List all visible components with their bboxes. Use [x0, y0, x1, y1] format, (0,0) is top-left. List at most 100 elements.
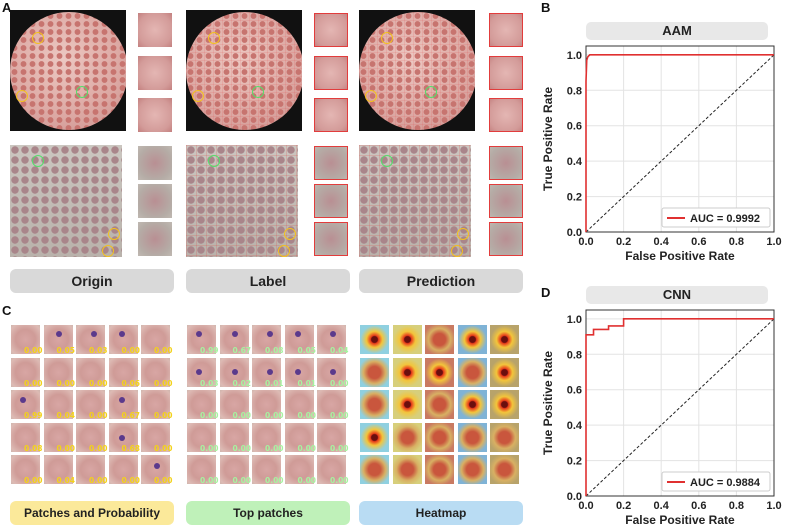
probability-label: 0.06 [121, 378, 141, 388]
patch-cell [10, 389, 41, 420]
patch-cell [218, 324, 250, 355]
origin-zoom-thumb [137, 145, 173, 181]
probability-label: 0.00 [89, 378, 108, 388]
prediction-thin-smear-image [359, 10, 475, 131]
probability-label: 0.00 [154, 476, 173, 485]
prediction-blood-image [359, 145, 471, 257]
probability-label: 0.08 [24, 443, 43, 453]
green-marker [32, 155, 44, 167]
patch-cell [218, 356, 250, 388]
origin-zoom-thumb [137, 221, 173, 257]
probability-label: 0.99 [24, 411, 43, 420]
top-patch-label: 0.02 [232, 378, 252, 388]
heatmap-cell [391, 356, 423, 388]
roc-curve [585, 318, 774, 496]
x-axis-label: False Positive Rate [625, 513, 735, 527]
patch-cell [10, 454, 41, 485]
roc-chart-cnn: 0.00.0 0.2 0.2 0.4 0.4 0.6 0.6 0.8 0.8 1.0 1.0 AUC … [541, 309, 782, 527]
yellow-marker [192, 90, 204, 102]
patch-cell [10, 421, 41, 453]
patch-cell [107, 454, 139, 485]
y-tick-label: 0.0 [567, 227, 582, 239]
patch-cell [251, 454, 282, 485]
patch-cell [140, 389, 171, 420]
origin-thin-smear-image [10, 10, 126, 131]
top-patch-label: 0.00 [232, 476, 252, 485]
probability-label: 0.68 [121, 443, 141, 453]
probability-label: 0.00 [24, 476, 43, 485]
patch-cell [107, 389, 139, 420]
y-tick-label: 1.0 [567, 50, 582, 62]
caption-patches-probability: Patches and Probability [10, 501, 174, 525]
green-marker [252, 86, 264, 98]
patch-cell [186, 421, 217, 453]
yellow-marker [108, 228, 120, 240]
prediction-zoom-thumb [488, 55, 524, 91]
top-patch-label: 0.00 [265, 443, 284, 453]
legend-label: AUC = 0.9992 [690, 213, 760, 225]
top-patch-label: 0.00 [297, 443, 317, 453]
x-tick-label: 0.8 [729, 236, 744, 248]
parasite-mark [330, 368, 336, 375]
x-tick-label: 0.0 [578, 236, 593, 248]
x-tick-label: 0.2 [616, 236, 631, 248]
probability-label: 0.00 [56, 443, 76, 453]
probability-label: 0.00 [24, 346, 43, 355]
label-zoom-thumb [313, 183, 349, 219]
yellow-marker [208, 32, 220, 44]
parasite-mark [154, 463, 160, 469]
label-zoom-thumb [313, 55, 349, 91]
yellow-marker [451, 245, 463, 257]
top-patch-label: 0.67 [232, 346, 252, 355]
parasite-mark [267, 368, 273, 375]
parasite-mark [118, 397, 125, 403]
top-patch-label: 0.00 [297, 411, 317, 420]
y-axis-label: True Positive Rate [541, 87, 555, 191]
probability-label: 0.00 [56, 378, 76, 388]
probability-label: 0.00 [154, 346, 173, 355]
origin-zoom-thumb [137, 12, 173, 48]
label-zoom-thumb [313, 221, 349, 257]
yellow-marker [32, 32, 44, 44]
chart-d-title: CNN [586, 286, 768, 304]
top-patch-label: 0.00 [232, 411, 252, 420]
top-patch-label: 0.08 [265, 346, 284, 355]
label-blood-image [186, 145, 298, 257]
patch-cell [251, 389, 282, 420]
patch-cell [251, 356, 282, 388]
x-tick-label: 1.0 [766, 236, 781, 248]
patch-cell [218, 454, 250, 485]
heatmap-cell [489, 356, 520, 388]
patch-cell [186, 356, 217, 388]
y-tick-label: 0.0 [567, 491, 582, 503]
x-tick-label: 1.0 [766, 500, 781, 512]
legend-box [661, 471, 771, 492]
patch-cell [283, 356, 315, 388]
top-patch-label: 0.00 [330, 411, 349, 420]
x-tick-label: 0.8 [729, 500, 744, 512]
probability-label: 0.00 [89, 411, 108, 420]
top-patch-label: 0.00 [330, 443, 349, 453]
x-tick-label: 0.4 [654, 236, 670, 248]
y-tick-label: 1.0 [567, 314, 582, 326]
patch-cell [140, 324, 171, 355]
parasite-mark [91, 331, 97, 337]
patch-cell [42, 389, 74, 420]
prediction-zoom-thumb [488, 145, 524, 181]
prediction-zoom-thumb [488, 12, 524, 48]
patch-cell [140, 454, 171, 485]
panel-letter-b: B [541, 0, 551, 15]
prediction-zoom-thumb [488, 221, 524, 257]
probability-label: 0.04 [56, 476, 76, 485]
top-patch-label: 0.00 [265, 476, 284, 485]
heatmap-cell [359, 356, 390, 388]
top-patch-label: 0.00 [330, 378, 349, 388]
legend-box [661, 207, 771, 228]
top-patch-label: 0.00 [200, 476, 219, 485]
yellow-marker [102, 245, 114, 257]
patch-cell [42, 421, 74, 453]
y-tick-label: 0.4 [567, 156, 583, 168]
panel-letter-d: D [541, 285, 551, 300]
y-tick-label: 0.6 [567, 385, 582, 397]
heatmap-cell [489, 454, 520, 485]
